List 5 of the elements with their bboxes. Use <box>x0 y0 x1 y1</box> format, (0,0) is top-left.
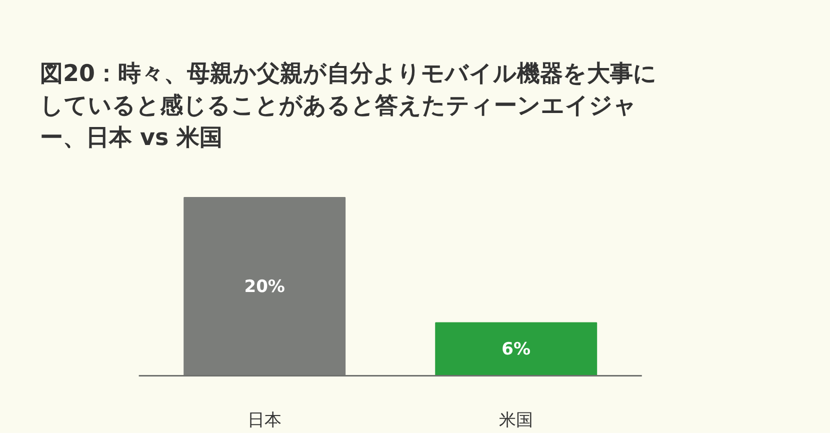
x-tick-label: 日本 <box>248 410 282 430</box>
data-label: 6% <box>502 340 531 360</box>
data-label: 20% <box>244 276 285 297</box>
chart-title: 図20：時々、母親か父親が自分よりモバイル機器を大事にしていると感じることがあると答えたティーンエイジャー、日本 vs 米国 <box>40 60 658 154</box>
x-tick-label: 米国 <box>499 410 534 430</box>
